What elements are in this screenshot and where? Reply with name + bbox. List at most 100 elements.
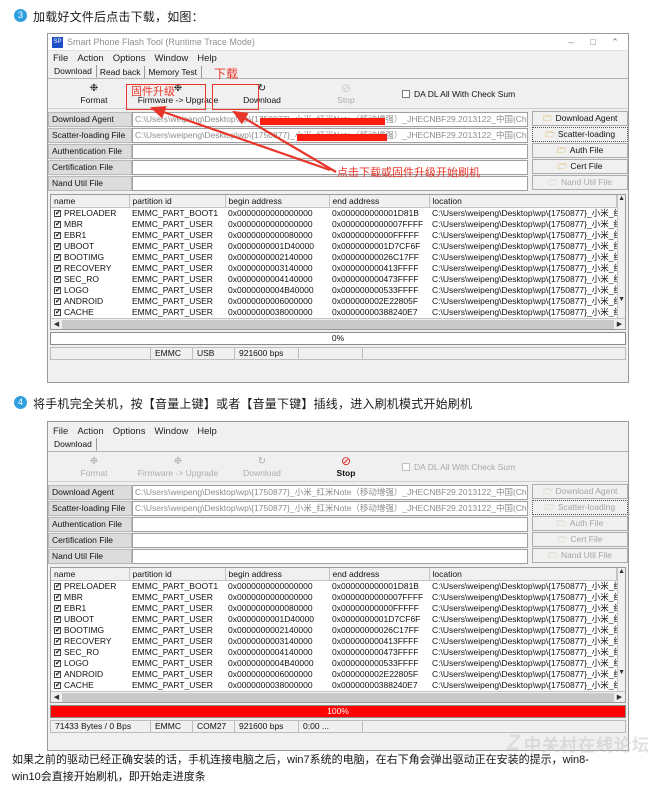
table-row[interactable]: SEC_RO EMMC_PART_USER 0x0000000004140000 0x… (51, 647, 617, 658)
table-horizontal-scrollbar-1[interactable]: ◀ ▶ (51, 318, 625, 329)
row-checkbox[interactable] (54, 274, 61, 285)
table-vertical-scrollbar-2[interactable]: ▲ ▼ (617, 568, 625, 691)
cell-name[interactable]: EBR1 (51, 230, 129, 241)
cell-name[interactable]: LOGO (51, 285, 129, 296)
cell-name[interactable]: BOOTIMG (51, 625, 129, 636)
row-checkbox[interactable] (54, 241, 61, 252)
row-checkbox[interactable] (54, 296, 61, 307)
th-begin-address[interactable]: begin address (225, 195, 330, 208)
stop-button-2[interactable]: ⊘ Stop (304, 455, 388, 478)
th-location[interactable]: location (429, 195, 618, 208)
titlebar-1[interactable]: SP Smart Phone Flash Tool (Runtime Trace… (48, 34, 628, 51)
cell-name[interactable]: CACHE (51, 307, 129, 318)
scroll-left-icon[interactable]: ◀ (53, 321, 60, 328)
tab-readback[interactable]: Read back (96, 66, 146, 78)
tab-download-2[interactable]: Download (51, 438, 97, 451)
download-button[interactable]: ↻ Download (220, 83, 304, 105)
hscroll-thumb[interactable] (62, 319, 614, 329)
table-row[interactable]: ANDROID EMMC_PART_USER 0x0000000006000000 0… (51, 296, 617, 307)
cell-name[interactable]: ANDROID (51, 669, 129, 680)
close-icon[interactable]: ⌃ (611, 37, 619, 47)
flash-tool-window-1[interactable]: SP Smart Phone Flash Tool (Runtime Trace… (47, 33, 629, 383)
th-name[interactable]: name (51, 195, 130, 208)
scroll-up-icon[interactable]: ▲ (618, 195, 625, 202)
cell-name[interactable]: PRELOADER (51, 208, 129, 219)
table-row[interactable]: PRELOADER EMMC_PART_BOOT1 0x00000000000000… (51, 581, 617, 592)
input-nand-util-file[interactable] (132, 175, 528, 191)
cell-name[interactable]: BOOTIMG (51, 252, 129, 263)
row-checkbox[interactable] (54, 680, 61, 691)
menubar-2[interactable]: File Action Options Window Help (48, 424, 628, 438)
scroll-left-icon[interactable]: ◀ (53, 694, 60, 701)
format-button[interactable]: ❉ Format (52, 83, 136, 105)
row-checkbox[interactable] (54, 603, 61, 614)
row-checkbox[interactable] (54, 625, 61, 636)
tab-memory-test[interactable]: Memory Test (145, 66, 202, 78)
button-cert-file[interactable]: 🗁 Cert File (532, 159, 628, 174)
firmware-upgrade-button[interactable]: ❉ Firmware -> Upgrade (136, 83, 220, 105)
th-location-2[interactable]: location (429, 568, 618, 581)
row-checkbox[interactable] (54, 252, 61, 263)
menu-help-2[interactable]: Help (197, 425, 217, 437)
row-checkbox[interactable] (54, 219, 61, 230)
toolbar-2[interactable]: ❉ Format ❉ Firmware -> Upgrade ↻ Downloa… (48, 452, 628, 482)
th-partition-id-2[interactable]: partition id (129, 568, 226, 581)
cell-name[interactable]: UBOOT (51, 614, 129, 625)
field-row-nand-util[interactable]: Nand Util File 🗁 Nand Util File (48, 175, 628, 191)
cell-name[interactable]: MBR (51, 592, 129, 603)
th-begin-address-2[interactable]: begin address (225, 568, 330, 581)
scroll-right-icon[interactable]: ▶ (616, 321, 623, 328)
table-row[interactable]: EBR1 EMMC_PART_USER 0x0000000000080000 0x00… (51, 603, 617, 614)
cell-name[interactable]: PRELOADER (51, 581, 129, 592)
scroll-up-icon[interactable]: ▲ (618, 568, 625, 575)
row-checkbox[interactable] (54, 263, 61, 274)
cell-name[interactable]: LOGO (51, 658, 129, 669)
tabstrip-2[interactable]: Download (48, 438, 628, 452)
th-name-2[interactable]: name (51, 568, 130, 581)
row-checkbox[interactable] (54, 285, 61, 296)
scroll-down-icon[interactable]: ▼ (618, 296, 625, 303)
scroll-down-icon[interactable]: ▼ (618, 669, 625, 676)
table-row[interactable]: CACHE EMMC_PART_USER 0x0000000038000000 0x0… (51, 307, 617, 318)
tab-download[interactable]: Download (51, 65, 97, 78)
table-row[interactable]: MBR EMMC_PART_USER 0x0000000000000000 0x000… (51, 219, 617, 230)
table-vertical-scrollbar-1[interactable]: ▲ ▼ (617, 195, 625, 318)
row-checkbox[interactable] (54, 208, 61, 219)
table-row[interactable]: PRELOADER EMMC_PART_BOOT1 0x00000000000000… (51, 208, 617, 219)
button-download-agent[interactable]: 🗁 Download Agent (532, 111, 628, 126)
th-end-address[interactable]: end address (329, 195, 430, 208)
cell-name[interactable]: ANDROID (51, 296, 129, 307)
checksum-checkbox[interactable] (402, 89, 410, 98)
field-row-authentication[interactable]: Authentication File 🗁 Auth File (48, 143, 628, 159)
row-checkbox[interactable] (54, 647, 61, 658)
table-row[interactable]: RECOVERY EMMC_PART_USER 0x0000000003140000… (51, 636, 617, 647)
menu-help[interactable]: Help (197, 52, 217, 64)
cell-name[interactable]: EBR1 (51, 603, 129, 614)
table-row[interactable]: LOGO EMMC_PART_USER 0x0000000004B40000 0x00… (51, 658, 617, 669)
table-row[interactable]: ANDROID EMMC_PART_USER 0x0000000006000000 0… (51, 669, 617, 680)
scroll-right-icon[interactable]: ▶ (616, 694, 623, 701)
table-row[interactable]: MBR EMMC_PART_USER 0x0000000000000000 0x000… (51, 592, 617, 603)
menu-options[interactable]: Options (112, 52, 146, 64)
table-row[interactable]: SEC_RO EMMC_PART_USER 0x0000000004140000 0x… (51, 274, 617, 285)
row-checkbox[interactable] (54, 658, 61, 669)
window-controls[interactable]: – □ ⌃ (560, 34, 626, 50)
hscroll-thumb-2[interactable] (62, 692, 614, 702)
cell-name[interactable]: CACHE (51, 680, 129, 691)
tabstrip-1[interactable]: Download Read back Memory Test (48, 65, 628, 79)
row-checkbox[interactable] (54, 592, 61, 603)
partition-table-2[interactable]: name partition id begin address end addr… (50, 567, 626, 703)
cell-name[interactable]: UBOOT (51, 241, 129, 252)
flash-tool-window-2[interactable]: File Action Options Window Help Download… (47, 421, 629, 751)
maximize-icon[interactable]: □ (590, 37, 596, 47)
input-authentication-file[interactable] (132, 143, 528, 159)
table-row[interactable]: LOGO EMMC_PART_USER 0x0000000004B40000 0x00… (51, 285, 617, 296)
button-scatter-loading[interactable]: 🗁 Scatter-loading (532, 127, 628, 142)
row-checkbox[interactable] (54, 614, 61, 625)
table-row[interactable]: UBOOT EMMC_PART_USER 0x0000000001D40000 0x0… (51, 241, 617, 252)
menu-file-2[interactable]: File (53, 425, 69, 437)
menu-window-2[interactable]: Window (154, 425, 189, 437)
cell-name[interactable]: RECOVERY (51, 636, 129, 647)
cell-name[interactable]: RECOVERY (51, 263, 129, 274)
th-end-address-2[interactable]: end address (329, 568, 430, 581)
